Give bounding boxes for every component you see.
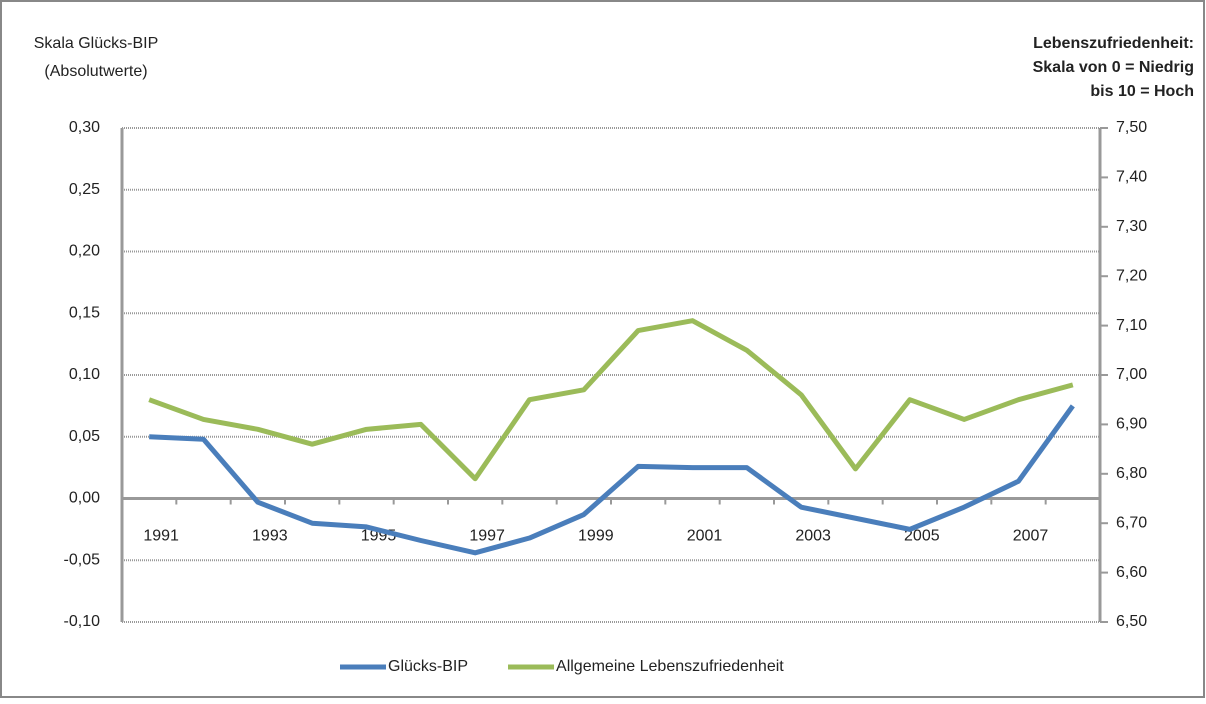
y2-tick-label: 6,60 [1116, 564, 1147, 581]
y-tick-label: 0,25 [69, 181, 100, 198]
y-tick-label: 0,00 [69, 490, 100, 507]
y2-axis-title: Lebenszufriedenheit: [1033, 35, 1194, 52]
series-line [149, 404, 1075, 556]
y2-axis-title: Skala von 0 = Niedrig [1033, 59, 1194, 76]
y-axis-title: Skala Glücks-BIP [34, 35, 158, 52]
y-tick-label: -0,10 [64, 613, 101, 630]
y-tick-label: 0,30 [69, 119, 100, 136]
y2-tick-label: 6,90 [1116, 416, 1147, 433]
y-tick-label: 0,15 [69, 304, 100, 321]
y2-axis-title: bis 10 = Hoch [1090, 83, 1194, 100]
y2-tick-label: 6,80 [1116, 465, 1147, 482]
y-tick-label: 0,05 [69, 428, 100, 445]
y2-tick-label: 7,30 [1116, 218, 1147, 235]
y-tick-label: 0,20 [69, 243, 100, 260]
x-tick-label: 1999 [578, 528, 614, 545]
series-line [148, 318, 1074, 482]
y2-tick-label: 7,20 [1116, 267, 1147, 284]
x-tick-label: 1991 [143, 528, 179, 545]
y2-tick-label: 7,00 [1116, 366, 1147, 383]
x-tick-label: 1997 [469, 528, 505, 545]
legend-label: Allgemeine Lebenszufriedenheit [556, 658, 784, 675]
y-tick-label: 0,10 [69, 366, 100, 383]
x-tick-label: 1993 [252, 528, 288, 545]
x-tick-label: 2003 [795, 528, 831, 545]
x-tick-label: 2005 [904, 528, 940, 545]
y2-tick-label: 7,10 [1116, 317, 1147, 334]
y2-tick-label: 6,70 [1116, 514, 1147, 531]
x-tick-label: 2001 [687, 528, 723, 545]
y2-tick-label: 7,50 [1116, 119, 1147, 136]
y-tick-label: -0,05 [64, 551, 101, 568]
y2-tick-label: 7,40 [1116, 169, 1147, 186]
y2-tick-label: 6,50 [1116, 613, 1147, 630]
x-tick-label: 2007 [1013, 528, 1049, 545]
legend-label: Glücks-BIP [388, 658, 468, 675]
y-axis-title: (Absolutwerte) [44, 63, 147, 80]
